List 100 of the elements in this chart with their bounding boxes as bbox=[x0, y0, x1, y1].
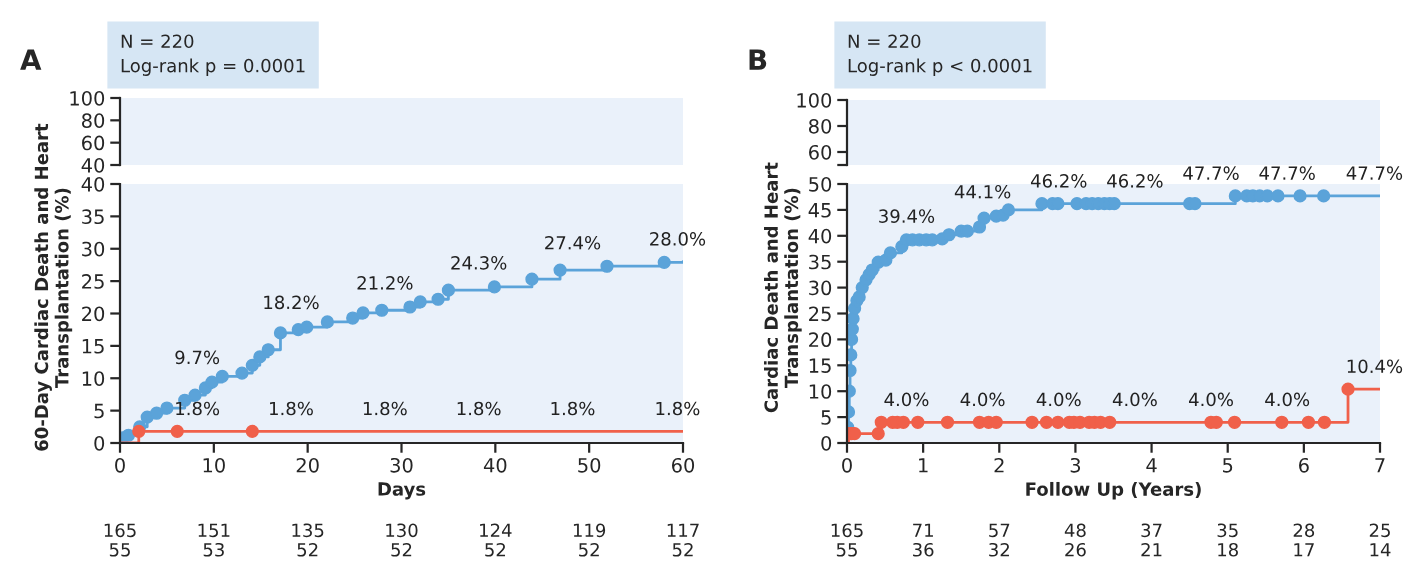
y-tick-label: 15 bbox=[82, 339, 104, 354]
y-tick-label: 20 bbox=[809, 332, 832, 348]
point bbox=[1103, 415, 1117, 429]
text: 18 bbox=[1218, 542, 1238, 557]
point bbox=[1035, 197, 1049, 211]
text: 130 bbox=[386, 523, 418, 538]
annotation: 47.7% bbox=[1346, 166, 1403, 180]
point bbox=[413, 295, 427, 309]
y-tick-label: 0 bbox=[94, 435, 105, 451]
point bbox=[273, 326, 288, 340]
annotation: 1.8% bbox=[551, 401, 595, 416]
text: 52 bbox=[297, 542, 318, 557]
y-tick-label: 5 bbox=[94, 403, 104, 419]
x-tick-label: 2 bbox=[994, 457, 1004, 473]
annotation: 4.0% bbox=[1112, 392, 1157, 407]
point bbox=[977, 211, 991, 225]
text: 71 bbox=[913, 523, 933, 537]
y-tick-label: 100 bbox=[70, 90, 105, 106]
point bbox=[1051, 415, 1065, 429]
text: 55 bbox=[109, 543, 130, 557]
text: 37 bbox=[1141, 523, 1162, 538]
point bbox=[205, 375, 219, 389]
annotation: 1.8% bbox=[363, 401, 407, 416]
x-tick-label: 10 bbox=[203, 457, 225, 473]
x-tick-label: 60 bbox=[671, 457, 695, 473]
y-tick-label: 25 bbox=[809, 306, 831, 322]
point bbox=[883, 246, 897, 260]
x-tick-label: 1 bbox=[919, 458, 928, 473]
point bbox=[188, 388, 202, 402]
text: 52 bbox=[579, 542, 599, 557]
x-tick-label: 50 bbox=[578, 457, 601, 473]
point bbox=[911, 415, 925, 429]
text: 32 bbox=[989, 542, 1009, 557]
point bbox=[1227, 415, 1242, 429]
point bbox=[149, 406, 164, 420]
text: 52 bbox=[485, 542, 506, 557]
point bbox=[940, 415, 955, 429]
x-tick-label: 3 bbox=[1070, 457, 1081, 473]
annotation: 47.7% bbox=[1259, 166, 1315, 180]
text: 26 bbox=[1065, 542, 1086, 557]
text: 35 bbox=[1217, 523, 1238, 538]
y-tick-label: 80 bbox=[81, 113, 105, 128]
annotation: 9.7% bbox=[175, 350, 220, 365]
chart-title: A bbox=[20, 49, 42, 70]
point bbox=[874, 415, 888, 429]
y-tick-label: 30 bbox=[809, 280, 832, 296]
point bbox=[525, 272, 539, 286]
y-tick-label: 100 bbox=[797, 92, 832, 108]
point bbox=[1039, 415, 1054, 429]
chart-title: B bbox=[749, 49, 767, 70]
annotation: 24.3% bbox=[451, 256, 507, 270]
point bbox=[1275, 415, 1289, 429]
text: 124 bbox=[480, 523, 512, 537]
y-tick-label: 40 bbox=[808, 228, 832, 244]
text: 57 bbox=[989, 523, 1010, 538]
text: 117 bbox=[667, 523, 699, 537]
point bbox=[160, 401, 174, 415]
point bbox=[300, 320, 314, 334]
point bbox=[441, 283, 456, 297]
text: 28 bbox=[1293, 523, 1315, 538]
point bbox=[487, 280, 501, 294]
point bbox=[356, 306, 370, 320]
point bbox=[261, 343, 275, 357]
annotation: 4.0% bbox=[1036, 392, 1081, 407]
annotation: 1.8% bbox=[176, 401, 220, 416]
annotation: 46.2% bbox=[1107, 174, 1163, 188]
text: 55 bbox=[836, 543, 857, 557]
point bbox=[1301, 415, 1316, 429]
text: 52 bbox=[672, 542, 693, 557]
y-tick-label: 5 bbox=[821, 410, 831, 425]
y-tick-label: 60 bbox=[82, 135, 105, 151]
point bbox=[245, 358, 259, 372]
text: 135 bbox=[292, 523, 324, 538]
y-tick-label: 60 bbox=[809, 144, 832, 160]
point bbox=[942, 228, 956, 242]
y-tick-label: 10 bbox=[82, 371, 105, 386]
y-tick-label: 25 bbox=[82, 274, 104, 289]
point bbox=[346, 311, 360, 325]
point bbox=[657, 255, 671, 269]
y-tick-label: 45 bbox=[808, 203, 831, 218]
annotation: 4.0% bbox=[1189, 392, 1233, 407]
y-tick-label: 0 bbox=[821, 435, 832, 451]
text: 151 bbox=[198, 523, 230, 538]
point bbox=[132, 424, 146, 438]
point bbox=[1025, 415, 1039, 429]
x-tick-label: 4 bbox=[1146, 458, 1157, 473]
annotation: 27.4% bbox=[545, 235, 601, 250]
x-tick-label: 7 bbox=[1375, 458, 1385, 473]
point bbox=[1293, 189, 1307, 203]
point bbox=[553, 263, 567, 277]
point bbox=[375, 303, 389, 317]
annotation: 44.1% bbox=[954, 184, 1011, 199]
point bbox=[1341, 382, 1355, 396]
y-tick-label: 40 bbox=[81, 176, 105, 192]
y-tick-label: 50 bbox=[809, 176, 832, 192]
annotation: 4.0% bbox=[960, 392, 1005, 407]
text: 165 bbox=[831, 523, 863, 538]
x-tick-label: 6 bbox=[1299, 457, 1309, 473]
annotation: 4.0% bbox=[1265, 392, 1310, 407]
text: 17 bbox=[1294, 543, 1314, 557]
